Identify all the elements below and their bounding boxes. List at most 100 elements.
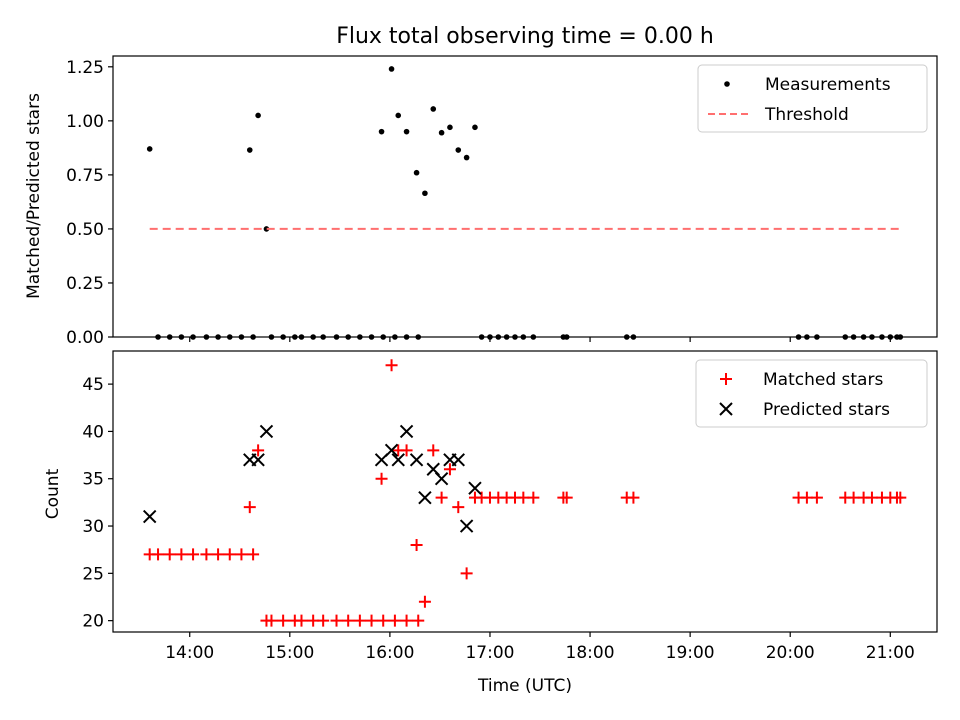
- matched-star-point: [527, 491, 540, 504]
- matched-star-point: [377, 614, 390, 627]
- y-tick-label: 20: [82, 612, 104, 632]
- matched-star-point: [452, 501, 465, 514]
- matched-star-point: [200, 548, 213, 561]
- measurement-point: [246, 147, 253, 153]
- y-tick-label: 0.25: [66, 274, 104, 294]
- legend-matched-marker: [720, 373, 732, 385]
- count-legend-box: [695, 359, 928, 428]
- x-tick-label: 20:00: [766, 643, 815, 663]
- matched-star-point: [435, 491, 448, 504]
- measurement-point: [438, 129, 445, 136]
- ratio-legend: Measurements Threshold: [697, 64, 928, 133]
- matched-star-point: [212, 548, 225, 561]
- matched-star-point: [247, 548, 260, 561]
- matched-star-point: [277, 614, 290, 627]
- measurement-point: [146, 146, 153, 152]
- matched-star-point: [342, 614, 355, 627]
- matched-star-point: [330, 614, 343, 627]
- measurement-point: [263, 226, 270, 232]
- y-tick-label: 25: [82, 564, 104, 584]
- measurement-point: [463, 154, 470, 161]
- y-tick-label: 0.75: [66, 166, 104, 186]
- x-tick-label: 18:00: [566, 643, 615, 663]
- matched-star-point: [252, 444, 265, 457]
- count-plot-area: [142, 359, 907, 627]
- ratio-panel: 0.00 0.25 0.50 0.75 1.00 1.25 Matched/Predict…: [24, 55, 938, 348]
- matched-star-point: [560, 491, 573, 504]
- y-tick-label: 1.00: [66, 112, 104, 132]
- y-tick-label: 1.25: [66, 58, 104, 78]
- matched-star-point: [265, 614, 278, 627]
- y-tick-label: 0.00: [66, 328, 104, 348]
- matched-star-point: [353, 614, 366, 627]
- measurement-point: [403, 128, 410, 135]
- matched-star-point: [235, 548, 248, 561]
- predicted-star-point: [451, 453, 465, 467]
- x-tick-label: 16:00: [365, 643, 414, 663]
- legend-measurements-marker: [724, 81, 730, 87]
- predicted-star-point: [468, 481, 482, 495]
- predicted-star-point: [259, 424, 274, 439]
- predicted-star-point: [384, 443, 399, 458]
- x-tick-label: 19:00: [666, 643, 715, 663]
- matched-star-point: [517, 491, 530, 504]
- y-tick-label: 30: [82, 517, 104, 537]
- matched-star-point: [223, 548, 236, 561]
- ratio-x-ticks: [189, 337, 891, 342]
- count-x-axis: 14:00 15:00 16:00 17:00 18:00 19:00 20:00 21:00: [165, 632, 915, 663]
- measurement-point: [395, 112, 402, 119]
- predicted-star-point: [418, 490, 432, 505]
- x-axis-label: Time (UTC): [477, 676, 572, 696]
- count-legend: Matched stars Predicted stars: [695, 359, 928, 428]
- x-tick-label: 21:00: [866, 643, 915, 663]
- measurement-point: [255, 112, 261, 119]
- measurement-point: [378, 128, 385, 135]
- matched-star-point: [243, 501, 256, 514]
- matched-star-point: [187, 548, 200, 561]
- legend-predicted-marker: [719, 402, 733, 416]
- predicted-star-point: [391, 453, 405, 467]
- matched-star-point: [847, 491, 860, 504]
- count-plot-frame: [112, 350, 938, 633]
- predicted-star-point: [409, 453, 424, 467]
- x-tick-label: 14:00: [165, 643, 214, 663]
- y-tick-label: 40: [82, 422, 104, 442]
- count-y-axis: 20 25 30 35 40 45: [82, 375, 113, 632]
- matched-star-point: [412, 614, 425, 627]
- measurement-point: [472, 124, 478, 131]
- legend-predicted-label: Predicted stars: [763, 400, 890, 420]
- x-tick-label: 15:00: [265, 643, 314, 663]
- legend-measurements-label: Measurements: [765, 75, 891, 95]
- legend-threshold-label: Threshold: [764, 105, 849, 125]
- predicted-star-point: [142, 509, 157, 524]
- matched-star-point: [894, 491, 907, 504]
- measurement-point: [413, 169, 420, 176]
- count-y-axis-label: Count: [43, 468, 63, 519]
- y-tick-label: 0.50: [66, 220, 104, 240]
- matched-star-point: [163, 548, 176, 561]
- measurement-point: [447, 124, 453, 131]
- matched-star-point: [385, 359, 398, 372]
- measurement-point: [455, 147, 462, 153]
- measurement-point: [430, 106, 437, 112]
- matched-star-point: [388, 614, 401, 627]
- matched-star-point: [365, 614, 378, 627]
- matched-star-point: [175, 548, 188, 561]
- matched-star-point: [800, 491, 813, 504]
- ratio-y-axis-label: Matched/Predicted stars: [24, 93, 44, 299]
- legend-matched-label: Matched stars: [763, 370, 883, 390]
- matched-star-point: [627, 491, 640, 504]
- matched-star-point: [443, 463, 456, 476]
- matched-star-point: [400, 444, 413, 457]
- predicted-star-point: [434, 472, 449, 486]
- predicted-star-point: [399, 424, 414, 439]
- figure-title: Flux total observing time = 0.00 h: [336, 24, 714, 49]
- matched-star-point: [410, 538, 423, 551]
- ratio-plot-frame: [112, 55, 938, 338]
- matched-star-point: [865, 491, 878, 504]
- y-tick-label: 35: [82, 470, 104, 490]
- matched-star-point: [418, 595, 431, 608]
- matched-star-point: [317, 614, 330, 627]
- count-panel: 20 25 30 35 40 45 14:00 15:00 16:00 17:00 18:00 19…: [43, 350, 938, 696]
